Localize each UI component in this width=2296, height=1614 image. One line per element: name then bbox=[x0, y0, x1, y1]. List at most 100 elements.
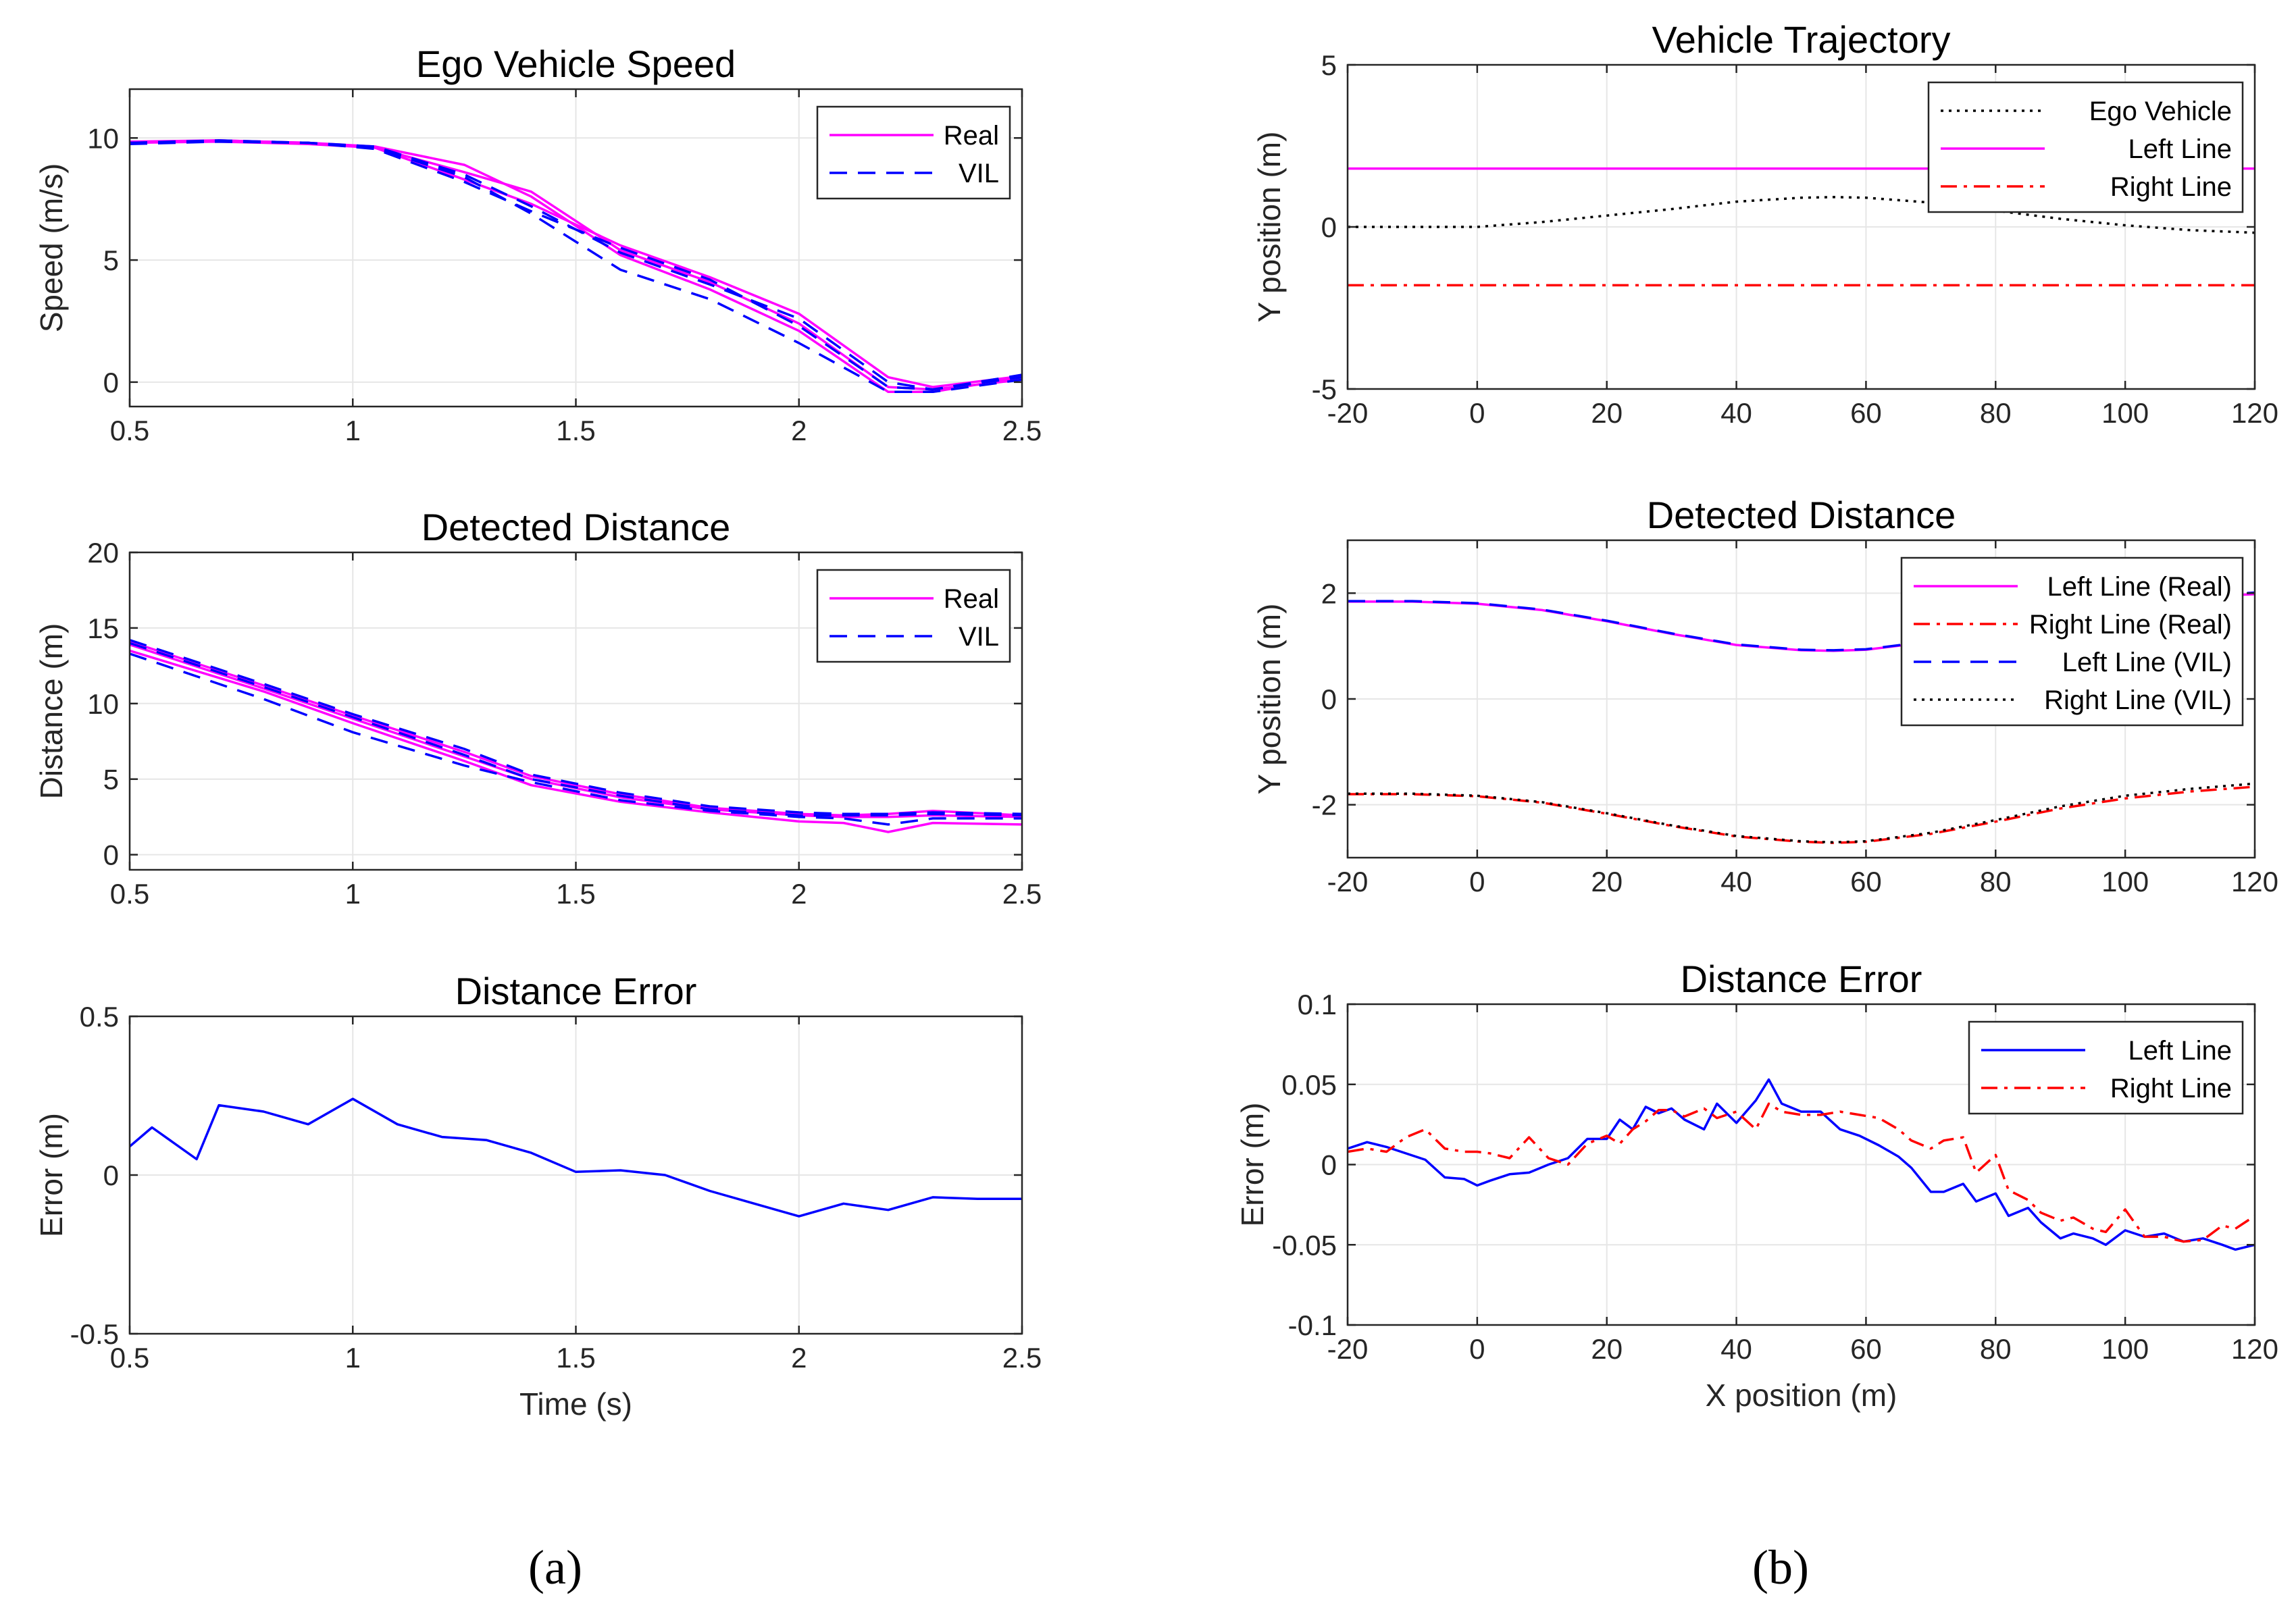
x-tick-label: 1.5 bbox=[556, 1342, 595, 1374]
y-tick-label: 0 bbox=[103, 1160, 119, 1191]
y-tick-label: 0 bbox=[1321, 1149, 1337, 1181]
x-tick-label: 2 bbox=[791, 415, 807, 446]
x-axis-label: X position (m) bbox=[1706, 1378, 1897, 1413]
y-tick-label: 0.05 bbox=[1281, 1069, 1337, 1101]
x-tick-label: 2.5 bbox=[1002, 878, 1042, 910]
legend-label: Right Line (VIL) bbox=[2044, 685, 2232, 715]
legend-label: VIL bbox=[959, 159, 999, 188]
x-tick-label: 2.5 bbox=[1002, 415, 1042, 446]
series-line-right-line-real--1 bbox=[1348, 785, 2255, 844]
series-line-left-line-0 bbox=[1348, 1078, 2255, 1251]
x-tick-label: 120 bbox=[2231, 397, 2278, 429]
x-tick-label: 1.5 bbox=[556, 878, 595, 910]
x-axis-label: Time (s) bbox=[519, 1386, 632, 1422]
x-tick-label: 0.5 bbox=[110, 878, 149, 910]
chart-title: Detected Distance bbox=[1647, 494, 1956, 536]
x-tick-label: 0 bbox=[1469, 397, 1485, 429]
series-line-right-line-1 bbox=[1348, 1102, 2255, 1243]
legend-label: Right Line bbox=[2110, 172, 2232, 202]
legend-label: Left Line bbox=[2128, 1036, 2232, 1066]
x-tick-label: -20 bbox=[1327, 866, 1369, 897]
series-line-vil-4 bbox=[130, 139, 1022, 394]
y-axis-label: Distance (m) bbox=[34, 623, 69, 800]
x-tick-label: 120 bbox=[2231, 866, 2278, 897]
x-tick-label: 2 bbox=[791, 1342, 807, 1374]
caption-b: (b) bbox=[1752, 1540, 1809, 1594]
x-tick-label: 40 bbox=[1720, 866, 1752, 897]
y-axis-label: Y position (m) bbox=[1252, 604, 1287, 795]
chart-b1: -20 0 20 40 60 80 100 120 -5 0 5 Vehicle Trajectory… bbox=[1252, 18, 2278, 429]
y-axis-label: Error (m) bbox=[34, 1113, 69, 1237]
x-tick-label: 0 bbox=[1469, 866, 1485, 897]
chart-b3: -20 0 20 40 60 80 100 120 -0.1 -0.05 0 0.05 0.1 Dista… bbox=[1235, 958, 2278, 1413]
x-tick-label: 80 bbox=[1980, 397, 2012, 429]
x-tick-label: 100 bbox=[2101, 1333, 2149, 1365]
x-tick-label: 1 bbox=[345, 1342, 361, 1374]
chart-title: Ego Vehicle Speed bbox=[416, 43, 736, 85]
x-tick-label: 0 bbox=[1469, 1333, 1485, 1365]
x-tick-label: 1.5 bbox=[556, 415, 595, 446]
x-tick-label: 0.5 bbox=[110, 1342, 149, 1374]
series-line-vil-5 bbox=[130, 140, 1022, 391]
x-tick-label: 40 bbox=[1720, 1333, 1752, 1365]
chart-a3: 0.5 1 1.5 2 2.5 -0.5 0 0.5 Distance Error Error (… bbox=[34, 970, 1042, 1422]
legend-label: VIL bbox=[959, 622, 999, 652]
y-tick-label: 0.5 bbox=[80, 1001, 119, 1033]
y-tick-label: 0 bbox=[1321, 211, 1337, 243]
series-line-real-1 bbox=[130, 649, 1022, 833]
chart-a1: 0.5 1 1.5 2 2.5 0 5 10 Ego Vehicle Speed Speed (m… bbox=[34, 43, 1042, 446]
y-axis-label: Error (m) bbox=[1235, 1103, 1270, 1227]
x-tick-label: -20 bbox=[1327, 397, 1369, 429]
x-tick-label: 2.5 bbox=[1002, 1342, 1042, 1374]
legend: Ego Vehicle Left Line Right Line bbox=[1927, 81, 2244, 213]
y-tick-label: 15 bbox=[87, 613, 119, 644]
caption-a: (a) bbox=[528, 1540, 582, 1594]
x-tick-label: 1 bbox=[345, 878, 361, 910]
legend-label: Right Line bbox=[2110, 1074, 2232, 1103]
y-tick-label: 20 bbox=[87, 537, 119, 569]
series-line-right-line-vil--3 bbox=[1348, 782, 2255, 844]
x-tick-label: 60 bbox=[1850, 866, 1882, 897]
y-tick-label: -0.05 bbox=[1272, 1229, 1337, 1261]
y-tick-label: 0 bbox=[103, 839, 119, 871]
chart-title: Distance Error bbox=[1681, 958, 1922, 1000]
x-tick-label: 20 bbox=[1591, 1333, 1623, 1365]
series-group bbox=[1348, 1078, 2255, 1251]
series-line-real-2 bbox=[130, 140, 1022, 388]
legend-box bbox=[816, 569, 1011, 663]
legend-label: Left Line (Real) bbox=[2047, 572, 2232, 602]
x-tick-label: 60 bbox=[1850, 397, 1882, 429]
x-tick-label: 20 bbox=[1591, 397, 1623, 429]
chart-title: Vehicle Trajectory bbox=[1652, 18, 1951, 61]
legend-label: Real bbox=[944, 121, 999, 151]
series-line-error-0 bbox=[130, 1097, 1022, 1218]
legend: Real VIL bbox=[816, 105, 1011, 200]
x-tick-label: 80 bbox=[1980, 866, 2012, 897]
legend: Left Line (Real) Right Line (Real) Left Li… bbox=[1900, 556, 2244, 727]
y-tick-label: 5 bbox=[103, 764, 119, 796]
legend-box bbox=[1968, 1020, 2244, 1115]
series-line-real-0 bbox=[130, 643, 1022, 818]
y-tick-label: -0.1 bbox=[1288, 1309, 1337, 1341]
y-tick-label: 10 bbox=[87, 688, 119, 720]
x-tick-label: 60 bbox=[1850, 1333, 1882, 1365]
x-tick-label: 120 bbox=[2231, 1333, 2278, 1365]
y-axis-label: Y position (m) bbox=[1252, 132, 1287, 323]
chart-a2: 0.5 1 1.5 2 2.5 0 5 10 15 20 Detected Distance Dist… bbox=[34, 506, 1042, 910]
y-axis-label: Speed (m/s) bbox=[34, 163, 69, 333]
y-tick-label: 5 bbox=[103, 244, 119, 276]
x-tick-label: 100 bbox=[2101, 397, 2149, 429]
x-tick-label: 40 bbox=[1720, 397, 1752, 429]
legend-label: Ego Vehicle bbox=[2089, 97, 2232, 126]
chart-title: Detected Distance bbox=[422, 506, 731, 548]
chart-title: Distance Error bbox=[455, 970, 697, 1012]
y-tick-label: 5 bbox=[1321, 49, 1337, 81]
legend-box bbox=[1927, 81, 2244, 213]
x-tick-label: 80 bbox=[1980, 1333, 2012, 1365]
series-line-real-2 bbox=[130, 640, 1022, 817]
legend-label: Real bbox=[944, 584, 999, 614]
x-tick-label: -20 bbox=[1327, 1333, 1369, 1365]
y-tick-label: 0.1 bbox=[1298, 989, 1337, 1020]
